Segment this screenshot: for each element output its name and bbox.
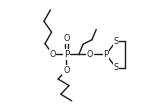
- Text: P: P: [64, 50, 69, 59]
- Text: O: O: [63, 34, 69, 43]
- Text: O: O: [50, 50, 56, 59]
- Text: P: P: [103, 50, 109, 59]
- Text: O: O: [63, 66, 69, 75]
- Text: S: S: [113, 63, 118, 72]
- Text: S: S: [113, 37, 118, 46]
- Text: O: O: [87, 50, 93, 59]
